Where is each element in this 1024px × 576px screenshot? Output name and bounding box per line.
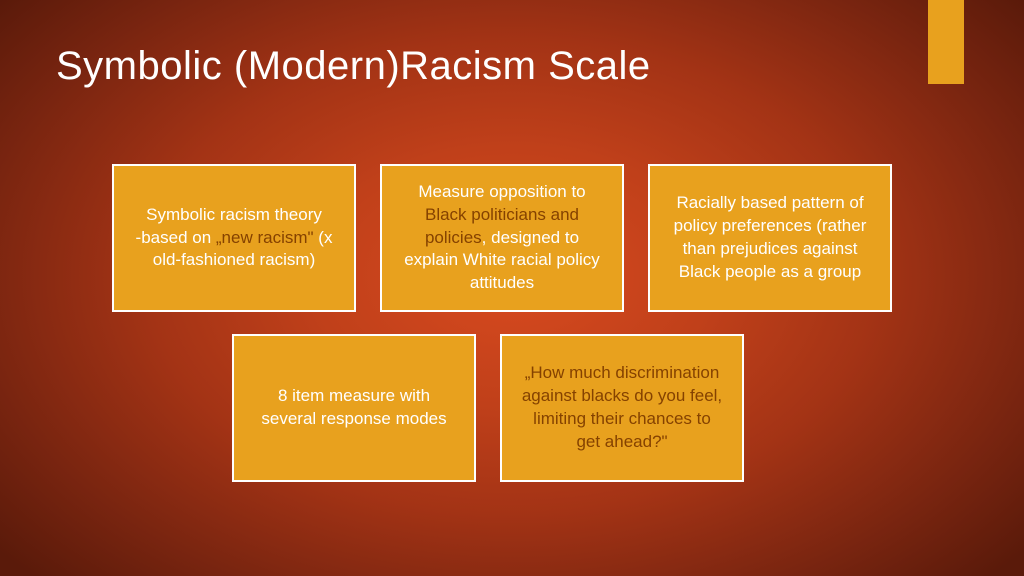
card-row-2: 8 item measure with several response mod… — [232, 334, 744, 482]
card-text: -based on „new racism" (x old-fashioned … — [132, 227, 336, 273]
card-measure-opposition: Measure opposition to Black politicians … — [380, 164, 624, 312]
card-text: „How much discrimination against blacks … — [520, 362, 724, 454]
accent-bar — [928, 0, 964, 84]
slide-title: Symbolic (Modern)Racism Scale — [56, 44, 651, 89]
card-row-1: Symbolic racism theory -based on „new ra… — [112, 164, 892, 312]
card-example-item: „How much discrimination against blacks … — [500, 334, 744, 482]
card-symbolic-theory: Symbolic racism theory -based on „new ra… — [112, 164, 356, 312]
card-text: Symbolic racism theory — [146, 204, 322, 227]
card-text: 8 item measure with several response mod… — [252, 385, 456, 431]
card-8-item-measure: 8 item measure with several response mod… — [232, 334, 476, 482]
card-policy-preferences: Racially based pattern of policy prefere… — [648, 164, 892, 312]
card-text: Racially based pattern of policy prefere… — [668, 192, 872, 284]
card-text: Measure opposition to Black politicians … — [400, 181, 604, 296]
